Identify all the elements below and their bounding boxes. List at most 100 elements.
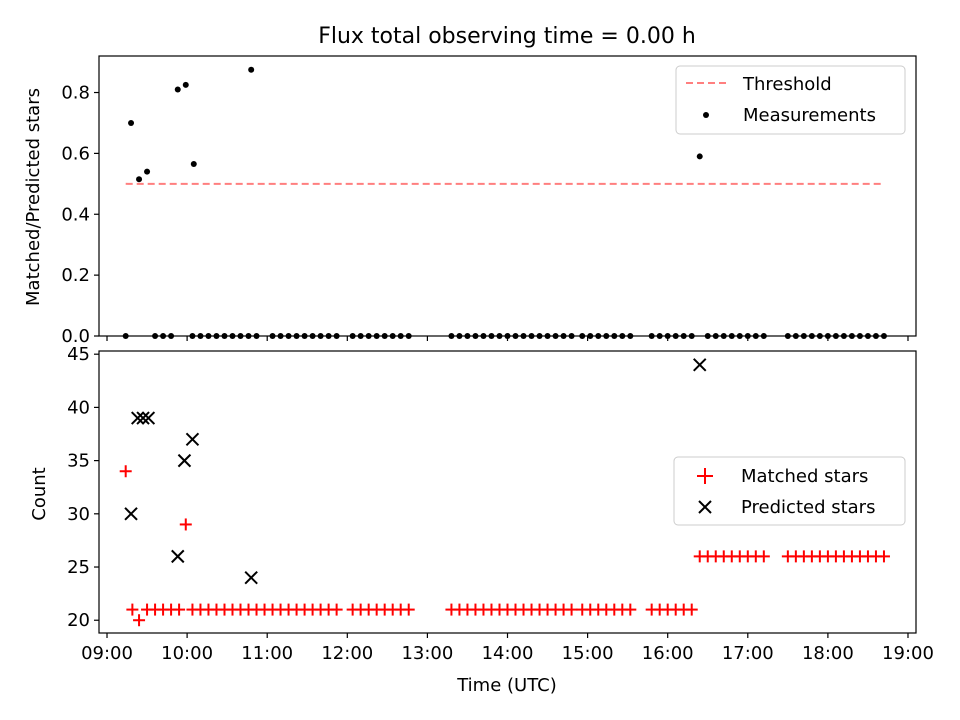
measurement-point	[405, 333, 412, 339]
measurements-legend-label: Measurements	[743, 105, 876, 126]
predicted-star-point	[131, 411, 145, 425]
measurement-point	[579, 333, 586, 339]
measurement-point	[365, 333, 372, 339]
bottom-x-tick-label: 14:00	[482, 643, 534, 664]
matched-star-point	[624, 603, 637, 616]
measurement-point	[840, 333, 847, 339]
measurement-point	[568, 333, 575, 339]
measurement-point	[816, 333, 823, 339]
predicted-star-point	[177, 453, 192, 468]
bottom-x-tick-label: 13:00	[401, 643, 453, 664]
matched-star-point	[565, 603, 578, 616]
bottom-y-tick-label: 20	[67, 610, 90, 631]
measurement-point	[128, 119, 135, 126]
measurement-point	[325, 333, 332, 339]
measurement-point	[277, 333, 284, 339]
measurement-point	[720, 333, 727, 339]
bottom-x-tick-label: 18:00	[802, 643, 854, 664]
measurement-point	[603, 333, 610, 339]
bottom-y-tick-label: 45	[67, 344, 90, 365]
measurement-point	[237, 333, 244, 339]
measurement-point	[648, 333, 655, 339]
measurement-point	[190, 161, 197, 168]
measurement-point	[480, 333, 487, 339]
matched-stars-legend-marker	[697, 468, 713, 484]
measurement-point	[512, 333, 519, 339]
measurement-point	[182, 81, 189, 88]
measurement-point	[800, 333, 807, 339]
measurement-point	[285, 333, 292, 339]
measurement-point	[784, 333, 791, 339]
measurement-point	[160, 333, 167, 339]
measurement-point	[496, 333, 503, 339]
measurement-point	[808, 333, 815, 339]
bottom-y-axis-label: Count	[29, 467, 50, 520]
measurement-point	[760, 333, 767, 339]
measurement-point	[611, 333, 618, 339]
measurement-point	[397, 333, 404, 339]
top-chart-title: Flux total observing time = 0.00 h	[318, 24, 696, 49]
matched-stars-legend-label: Matched stars	[741, 466, 868, 487]
measurement-point	[832, 333, 839, 339]
top-y-tick-label: 0.2	[61, 265, 90, 286]
measurement-point	[560, 333, 567, 339]
measurement-point	[253, 333, 260, 339]
bottom-x-tick-label: 16:00	[642, 643, 694, 664]
bottom-y-tick-label: 30	[67, 504, 90, 525]
top-measurement-points	[122, 66, 887, 339]
measurement-point	[488, 333, 495, 339]
top-y-ticks: 0.0 0.2 0.4 0.6 0.8	[61, 83, 99, 347]
matched-star-point	[119, 465, 132, 478]
measurement-point	[528, 333, 535, 339]
measurements-legend-marker	[703, 112, 709, 118]
bottom-x-tick-label: 10:00	[161, 643, 213, 664]
measurement-point	[317, 333, 324, 339]
measurement-point	[301, 333, 308, 339]
measurement-point	[448, 333, 455, 339]
threshold-legend-label: Threshold	[742, 74, 832, 95]
top-y-tick-label: 0.0	[61, 326, 90, 347]
measurement-point	[672, 333, 679, 339]
predicted-star-point	[171, 549, 185, 564]
matched-star-point	[126, 603, 139, 616]
measurement-point	[680, 333, 687, 339]
matched-star-point	[330, 603, 343, 616]
measurement-point	[544, 333, 551, 339]
measurement-point	[864, 333, 871, 339]
measurement-point	[880, 333, 887, 339]
measurement-point	[229, 333, 236, 339]
measurement-point	[144, 168, 151, 175]
bottom-x-tick-label: 11:00	[241, 643, 293, 664]
measurement-point	[152, 333, 159, 339]
measurement-point	[464, 333, 471, 339]
matched-star-point	[402, 603, 415, 616]
measurement-point	[552, 333, 559, 339]
measurement-point	[872, 333, 879, 339]
top-y-tick-label: 0.8	[61, 83, 90, 104]
top-legend: Threshold Measurements	[675, 65, 906, 135]
matched-star-point	[757, 550, 770, 563]
measurement-point	[627, 333, 634, 339]
measurement-point	[221, 333, 228, 339]
top-y-axis-label: Matched/Predicted stars	[23, 88, 44, 306]
measurement-point	[587, 333, 594, 339]
measurement-point	[245, 333, 252, 339]
measurement-point	[656, 333, 663, 339]
measurement-point	[122, 333, 129, 339]
predicted-star-point	[244, 570, 258, 585]
predicted-star-point	[124, 507, 138, 521]
bottom-legend-box	[673, 456, 906, 526]
matched-star-point	[877, 550, 890, 563]
top-legend-box	[675, 65, 906, 135]
measurement-point	[520, 333, 527, 339]
measurement-point	[736, 333, 743, 339]
measurement-point	[357, 333, 364, 339]
measurement-point	[293, 333, 300, 339]
measurement-point	[333, 333, 340, 339]
predicted-star-point	[141, 411, 156, 425]
predicted-stars-legend-marker	[698, 500, 712, 514]
measurement-point	[381, 333, 388, 339]
measurement-point	[688, 333, 695, 339]
measurement-point	[189, 333, 196, 339]
measurement-point	[269, 333, 276, 339]
